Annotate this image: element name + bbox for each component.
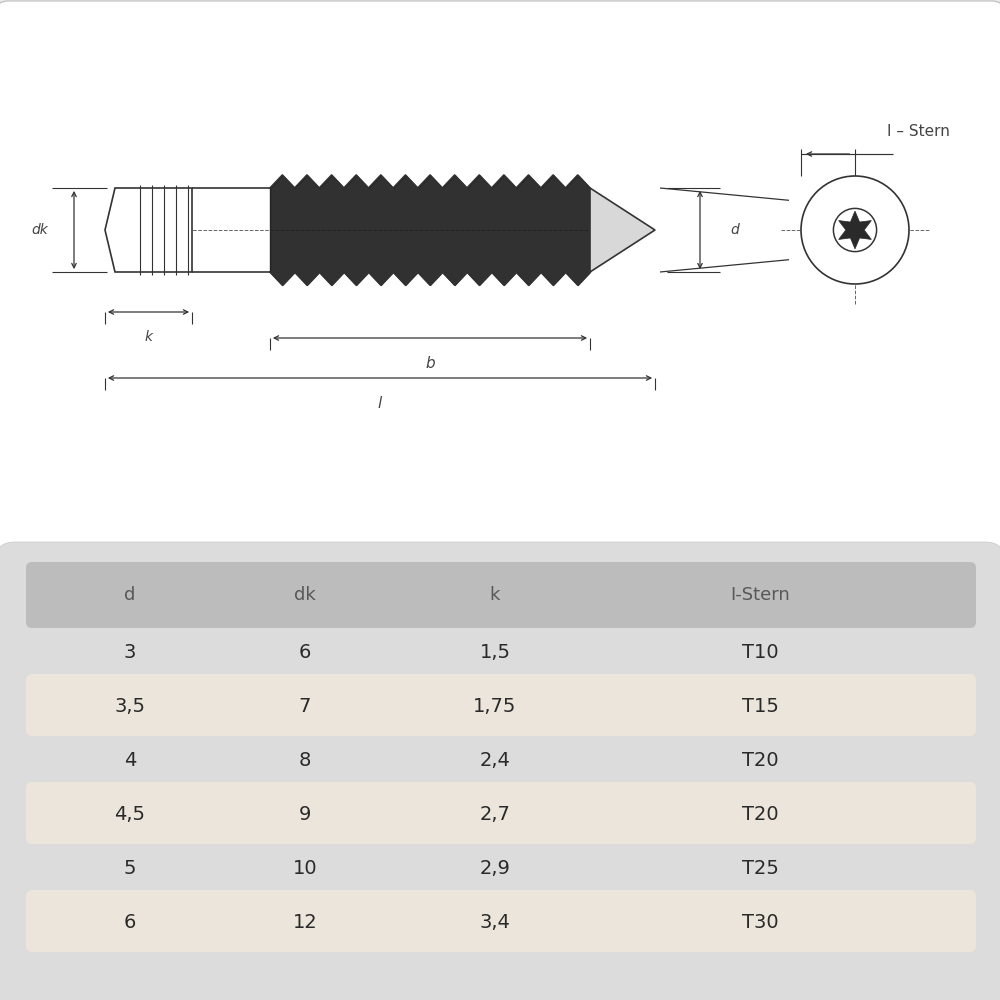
Text: dk: dk bbox=[32, 223, 48, 237]
FancyBboxPatch shape bbox=[26, 562, 976, 628]
FancyBboxPatch shape bbox=[0, 1, 1000, 557]
Text: 12: 12 bbox=[293, 914, 317, 932]
Text: 2,7: 2,7 bbox=[480, 806, 510, 824]
Text: 1,5: 1,5 bbox=[480, 644, 511, 662]
FancyArrowPatch shape bbox=[72, 192, 76, 268]
FancyArrowPatch shape bbox=[274, 336, 586, 340]
Text: T30: T30 bbox=[742, 914, 778, 932]
Text: b: b bbox=[425, 356, 435, 370]
Text: 9: 9 bbox=[299, 806, 311, 824]
FancyArrowPatch shape bbox=[109, 376, 651, 380]
Circle shape bbox=[833, 208, 877, 252]
Circle shape bbox=[801, 176, 909, 284]
Text: T20: T20 bbox=[742, 806, 778, 824]
Text: T25: T25 bbox=[742, 860, 778, 879]
Text: l: l bbox=[378, 396, 382, 412]
Text: k: k bbox=[144, 330, 152, 344]
Text: 7: 7 bbox=[299, 698, 311, 716]
Text: k: k bbox=[490, 586, 500, 604]
Text: d: d bbox=[124, 586, 136, 604]
Polygon shape bbox=[839, 211, 871, 249]
FancyBboxPatch shape bbox=[26, 782, 976, 844]
Text: T20: T20 bbox=[742, 752, 778, 770]
Polygon shape bbox=[590, 188, 655, 272]
Text: 3,4: 3,4 bbox=[480, 914, 510, 932]
Text: T15: T15 bbox=[742, 698, 778, 716]
Text: 2,4: 2,4 bbox=[480, 752, 510, 770]
FancyArrowPatch shape bbox=[109, 310, 188, 314]
Text: 8: 8 bbox=[299, 752, 311, 770]
Text: 5: 5 bbox=[124, 860, 136, 879]
Text: 3,5: 3,5 bbox=[114, 698, 146, 716]
Text: I-Stern: I-Stern bbox=[730, 586, 790, 604]
Text: 2,9: 2,9 bbox=[480, 860, 510, 879]
Text: 4,5: 4,5 bbox=[114, 806, 146, 824]
FancyArrowPatch shape bbox=[807, 152, 850, 156]
Text: I – Stern: I – Stern bbox=[887, 124, 950, 139]
Text: 10: 10 bbox=[293, 860, 317, 879]
FancyBboxPatch shape bbox=[26, 890, 976, 952]
FancyBboxPatch shape bbox=[0, 542, 1000, 1000]
Text: 6: 6 bbox=[299, 644, 311, 662]
Text: 3: 3 bbox=[124, 644, 136, 662]
Text: d: d bbox=[730, 223, 739, 237]
Polygon shape bbox=[105, 188, 192, 272]
Text: 6: 6 bbox=[124, 914, 136, 932]
FancyBboxPatch shape bbox=[26, 674, 976, 736]
Text: T10: T10 bbox=[742, 644, 778, 662]
FancyArrowPatch shape bbox=[698, 192, 702, 268]
Text: 4: 4 bbox=[124, 752, 136, 770]
Text: 1,75: 1,75 bbox=[473, 698, 517, 716]
Text: dk: dk bbox=[294, 586, 316, 604]
